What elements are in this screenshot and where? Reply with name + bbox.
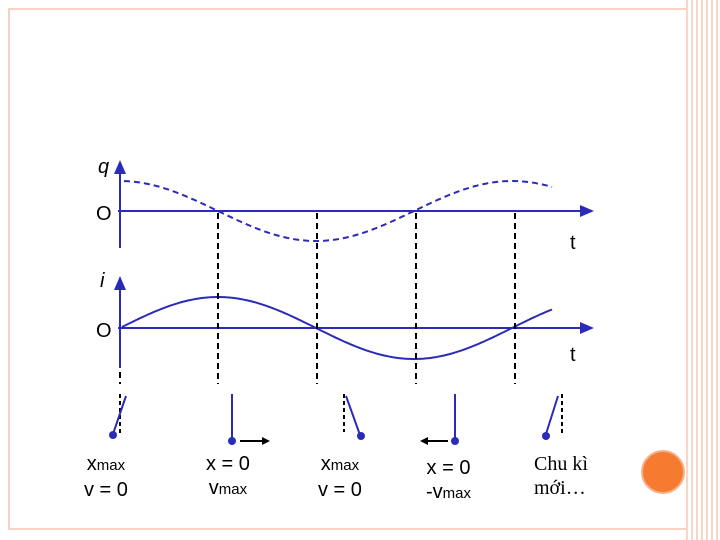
pendulum-state-3: [343, 394, 365, 440]
state-5-line2: mới…: [534, 477, 586, 499]
state-3-line1-sub: max: [330, 457, 360, 474]
state-3-caption: xmax v = 0: [318, 452, 362, 502]
t-axis-bottom-label: t: [570, 344, 576, 366]
i-axis-label: i: [100, 270, 105, 292]
state-2-line1: x = 0: [206, 453, 250, 475]
state-1-line2: v = 0: [84, 479, 128, 501]
pendulum-state-1: [109, 394, 127, 439]
state-4-line2: -v: [426, 481, 443, 503]
pendulum-state-4: [420, 394, 459, 445]
q-axis-arrow: [114, 160, 126, 174]
origin-top-label: O: [96, 203, 112, 225]
t-axis-top-label: t: [570, 232, 576, 254]
decorative-stripes: [686, 0, 720, 540]
state-2-line2-sub: max: [218, 481, 248, 498]
pendulum-state-5: [542, 394, 563, 440]
i-curve: [121, 296, 553, 360]
state-5-line1: Chu kì: [534, 453, 588, 475]
state-4-line2-sub: max: [442, 485, 472, 502]
guide-lines: [119, 213, 516, 384]
q-axis-label: q: [98, 156, 110, 178]
origin-bottom-label: O: [96, 320, 112, 342]
t-axis-top-arrow: [580, 205, 594, 217]
q-curve: [124, 180, 553, 242]
state-1-caption: xmax v = 0: [84, 452, 128, 502]
state-1-line1: x: [86, 453, 97, 475]
state-4-line1: x = 0: [426, 457, 471, 479]
state-2-line2: v: [208, 477, 219, 499]
orange-circle-icon: [641, 450, 685, 494]
i-axis-arrow: [114, 276, 126, 290]
t-axis-bottom-arrow: [580, 322, 594, 334]
state-4-caption: x = 0 -vmax: [426, 456, 471, 506]
state-5-caption: Chu kì mới…: [534, 452, 588, 500]
pendulum-state-2: [228, 394, 270, 445]
state-3-line2: v = 0: [318, 479, 362, 501]
state-3-line1: x: [320, 453, 331, 475]
state-1-line1-sub: max: [96, 457, 126, 474]
state-2-caption: x = 0 vmax: [206, 452, 250, 502]
